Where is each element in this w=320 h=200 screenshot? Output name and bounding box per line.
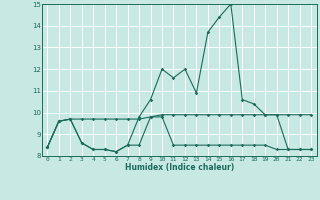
X-axis label: Humidex (Indice chaleur): Humidex (Indice chaleur) [124,163,234,172]
